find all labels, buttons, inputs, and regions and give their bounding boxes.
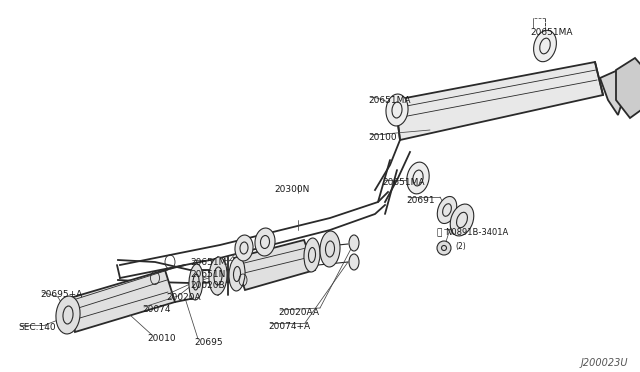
Text: 20695+A: 20695+A — [40, 290, 83, 299]
Ellipse shape — [437, 241, 451, 255]
Ellipse shape — [189, 264, 203, 300]
Polygon shape — [395, 62, 603, 140]
Ellipse shape — [534, 30, 556, 62]
Ellipse shape — [255, 228, 275, 256]
Text: 20695: 20695 — [194, 338, 223, 347]
Ellipse shape — [56, 296, 80, 334]
Ellipse shape — [349, 254, 359, 270]
Text: 20020B: 20020B — [190, 281, 225, 290]
Text: 20651MA: 20651MA — [382, 178, 424, 187]
Ellipse shape — [320, 231, 340, 267]
Text: 20074: 20074 — [142, 305, 170, 314]
Text: 20651MA: 20651MA — [530, 28, 573, 37]
Text: 20074+A: 20074+A — [268, 322, 310, 331]
Text: SEC.140: SEC.140 — [18, 323, 56, 332]
Ellipse shape — [407, 162, 429, 194]
Text: 20300N: 20300N — [274, 185, 309, 194]
Ellipse shape — [450, 204, 474, 236]
Ellipse shape — [209, 257, 227, 295]
Ellipse shape — [349, 235, 359, 251]
Text: 20651MA: 20651MA — [368, 96, 410, 105]
Polygon shape — [616, 58, 640, 118]
Text: 20651M: 20651M — [190, 258, 227, 267]
Ellipse shape — [229, 257, 245, 291]
Ellipse shape — [235, 235, 253, 261]
Ellipse shape — [386, 94, 408, 126]
Text: N0891B-3401A: N0891B-3401A — [445, 228, 508, 237]
Polygon shape — [70, 270, 175, 332]
Text: (2): (2) — [455, 242, 466, 251]
Ellipse shape — [437, 196, 457, 224]
Text: J200023U: J200023U — [580, 358, 628, 368]
Text: 20691: 20691 — [406, 196, 435, 205]
Text: 20651N: 20651N — [190, 270, 225, 279]
Text: Ⓝ: Ⓝ — [436, 228, 442, 237]
Polygon shape — [600, 70, 626, 115]
Text: 20100: 20100 — [368, 133, 397, 142]
Text: 20020A: 20020A — [166, 293, 200, 302]
Text: 20020AA: 20020AA — [278, 308, 319, 317]
Polygon shape — [234, 240, 315, 290]
Ellipse shape — [304, 238, 320, 272]
Text: 20010: 20010 — [147, 334, 175, 343]
